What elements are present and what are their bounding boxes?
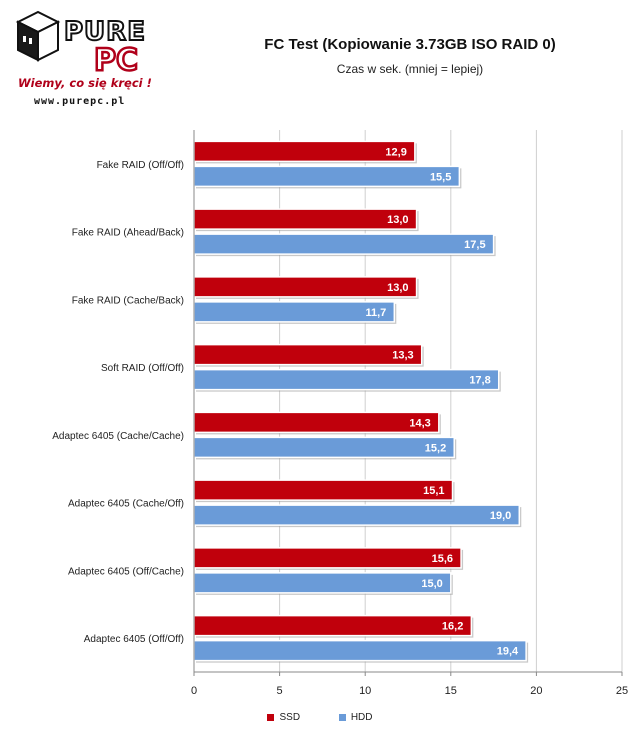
purepc-cube-icon — [15, 10, 61, 62]
data-label-hdd-1: 17,5 — [464, 239, 485, 251]
data-label-ssd-0: 12,9 — [385, 146, 406, 158]
data-label-ssd-6: 15,6 — [432, 553, 453, 565]
legend-item-hdd: HDD — [338, 712, 373, 723]
data-label-ssd-3: 13,3 — [392, 350, 413, 362]
x-tick-label-20: 20 — [530, 685, 542, 697]
logo-tagline: Wiemy, co się kręci ! — [18, 76, 152, 90]
logo-url: www.purepc.pl — [34, 96, 125, 107]
category-label-2: Fake RAID (Cache/Back) — [72, 295, 184, 306]
x-tick-label-25: 25 — [616, 685, 628, 697]
bar-hdd-0 — [193, 165, 461, 188]
chart-subtitle: Czas w sek. (mniej = lepiej) — [336, 62, 484, 76]
bar-hdd-3 — [193, 368, 500, 391]
bar-hdd-1 — [193, 233, 495, 255]
legend-item-ssd: SSD — [267, 712, 300, 723]
bar-hdd-2 — [193, 301, 396, 323]
bar-chart: 12,9 15,5 Fake RAID (Off/Off) 13,0 17,5 Fake … — [52, 130, 628, 697]
bar-ssd-0 — [193, 140, 416, 163]
bar-hdd-5 — [193, 504, 521, 526]
x-tick-label-10: 10 — [359, 685, 371, 697]
data-label-ssd-4: 14,3 — [409, 417, 430, 429]
logo-brand-bottom: PC — [94, 43, 138, 78]
legend-swatch-hdd — [338, 713, 346, 721]
data-label-ssd-1: 13,0 — [387, 214, 408, 226]
x-tick-label-15: 15 — [445, 685, 457, 697]
category-label-0: Fake RAID (Off/Off) — [97, 160, 184, 171]
category-label-1: Fake RAID (Ahead/Back) — [72, 228, 184, 239]
bar-ssd-6 — [193, 547, 462, 569]
data-label-hdd-6: 15,0 — [421, 578, 442, 590]
category-label-6: Adaptec 6405 (Off/Cache) — [68, 566, 184, 577]
data-label-hdd-0: 15,5 — [430, 171, 451, 183]
chart-title: FC Test (Kopiowanie 3.73GB ISO RAID 0) — [264, 36, 556, 53]
data-label-ssd-2: 13,0 — [387, 282, 408, 294]
category-label-7: Adaptec 6405 (Off/Off) — [84, 634, 184, 645]
category-label-3: Soft RAID (Off/Off) — [101, 363, 184, 374]
data-label-ssd-7: 16,2 — [442, 621, 463, 633]
bar-ssd-5 — [193, 479, 454, 501]
legend-swatch-ssd — [267, 713, 275, 721]
data-label-hdd-2: 11,7 — [365, 307, 386, 319]
bar-ssd-4 — [193, 411, 440, 434]
x-tick-label-5: 5 — [277, 685, 283, 697]
legend-label-hdd: HDD — [350, 712, 373, 723]
data-label-ssd-5: 15,1 — [423, 485, 444, 497]
data-label-hdd-5: 19,0 — [490, 510, 511, 522]
category-label-4: Adaptec 6405 (Cache/Cache) — [52, 431, 184, 442]
chart-legend: SSD HDD — [0, 712, 640, 723]
purepc-logo: PURE PC Wiemy, co się kręci ! www.purepc… — [15, 10, 152, 107]
bar-ssd-1 — [193, 208, 418, 230]
data-label-hdd-4: 15,2 — [425, 442, 446, 454]
logo-brand-top: PURE — [64, 17, 146, 47]
data-label-hdd-7: 19,4 — [497, 646, 519, 658]
category-label-5: Adaptec 6405 (Cache/Off) — [68, 499, 184, 510]
bar-ssd-7 — [193, 614, 473, 637]
data-label-hdd-3: 17,8 — [469, 375, 490, 387]
bar-ssd-3 — [193, 343, 423, 366]
bar-hdd-4 — [193, 436, 455, 459]
legend-label-ssd: SSD — [279, 712, 301, 723]
bar-hdd-7 — [193, 639, 527, 662]
x-tick-label-0: 0 — [191, 685, 197, 697]
bar-hdd-6 — [193, 572, 452, 594]
bar-ssd-2 — [193, 276, 418, 298]
